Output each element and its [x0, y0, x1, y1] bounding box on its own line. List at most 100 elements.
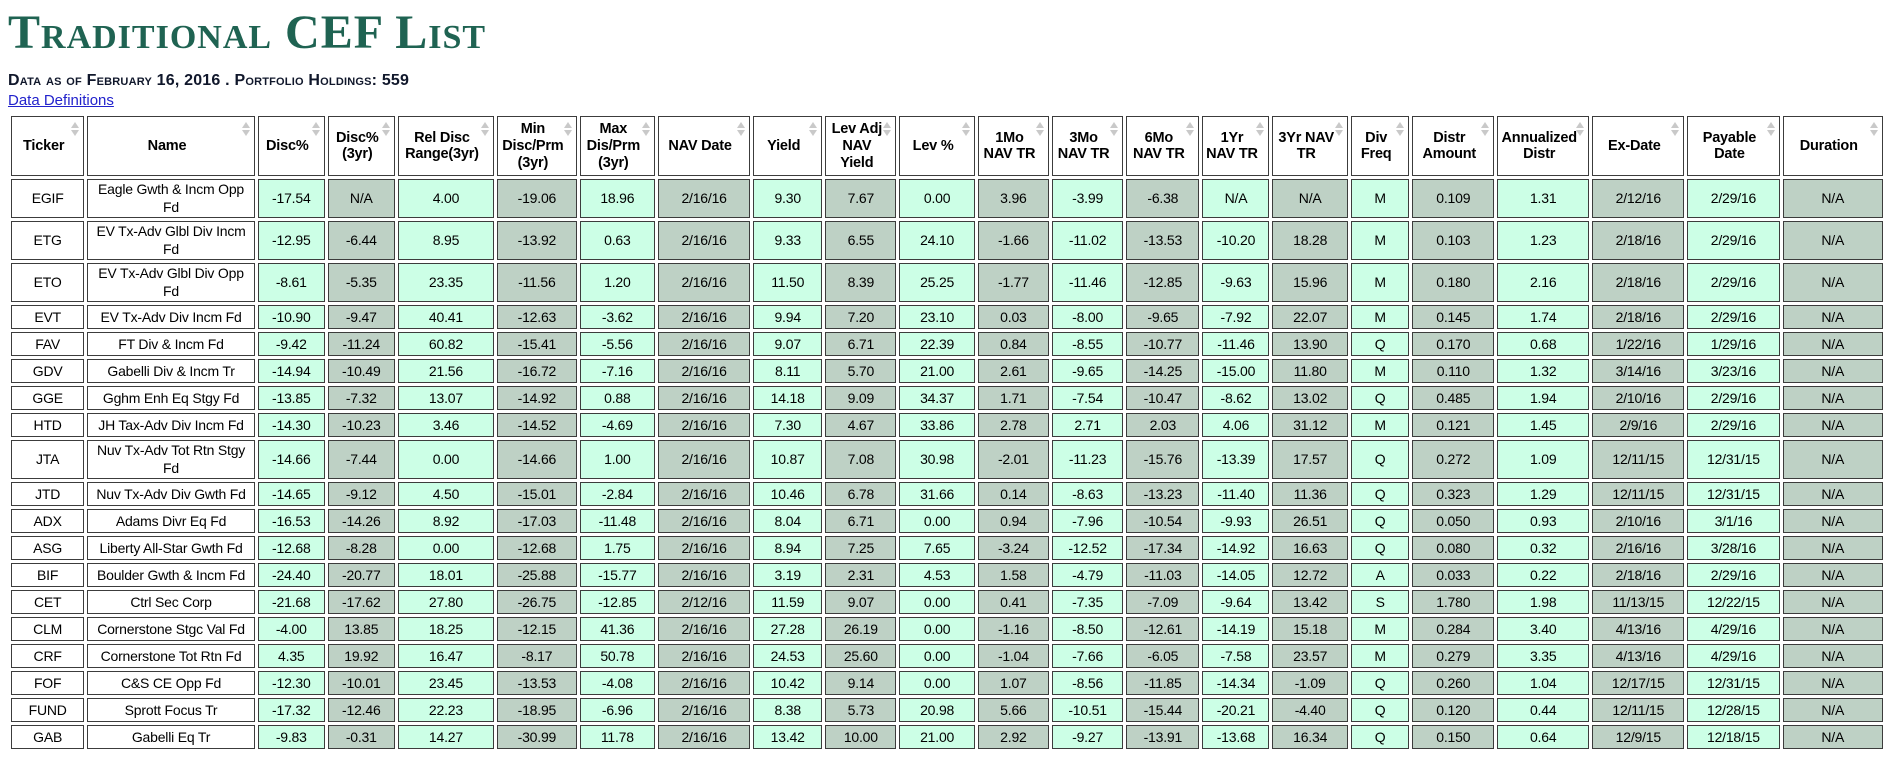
page-title: Traditional CEF List	[8, 6, 487, 59]
sort-down-icon	[883, 130, 892, 137]
value-cell: 21.00	[899, 359, 975, 384]
column-header-disc-3yr[interactable]: Disc% (3yr)	[327, 116, 395, 177]
value-cell: 0.145	[1412, 305, 1495, 330]
column-header-yield[interactable]: Yield	[753, 116, 823, 177]
fund-name-cell: C&S CE Opp Fd	[87, 671, 255, 696]
value-cell: 11.59	[753, 590, 823, 615]
value-cell: 0.00	[397, 440, 495, 480]
ticker-cell: FAV	[11, 332, 85, 357]
table-row-eto: ETO EV Tx-Adv Glbl Div Opp Fd -8.61 -5.35 23…	[11, 263, 1883, 303]
column-header-distr-amount[interactable]: Distr Amount	[1412, 116, 1495, 177]
column-header-name[interactable]: Name	[87, 116, 255, 177]
value-cell: 50.78	[579, 644, 656, 669]
value-cell: 3.35	[1497, 644, 1590, 669]
value-cell: -14.94	[257, 359, 325, 384]
value-cell: 0.84	[977, 332, 1049, 357]
value-cell: 18.25	[397, 617, 495, 642]
value-cell: 2/29/16	[1687, 305, 1780, 330]
column-header-annualized-distr[interactable]: Annualized Distr	[1497, 116, 1590, 177]
value-cell: N/A	[1782, 590, 1883, 615]
value-cell: 7.30	[753, 413, 823, 438]
ticker-cell: EVT	[11, 305, 85, 330]
column-header-ex-date[interactable]: Ex-Date	[1592, 116, 1685, 177]
data-definitions-link[interactable]: Data Definitions	[8, 92, 114, 110]
column-header-rel-disc-range-3yr[interactable]: Rel Disc Range(3yr)	[397, 116, 495, 177]
sort-arrows-icon	[1766, 122, 1776, 138]
value-cell: -14.25	[1126, 359, 1200, 384]
value-cell: 0.103	[1412, 221, 1495, 261]
value-cell: N/A	[1782, 305, 1883, 330]
value-cell: 7.67	[825, 179, 897, 219]
table-row-gge: GGE Gghm Enh Eq Stgy Fd -13.85 -7.32 13.07 -1…	[11, 386, 1883, 411]
value-cell: -8.00	[1052, 305, 1124, 330]
value-cell: 1.98	[1497, 590, 1590, 615]
value-cell: 2/16/16	[658, 509, 751, 534]
value-cell: -6.44	[327, 221, 395, 261]
column-header-1yr-nav-tr[interactable]: 1Yr NAV TR	[1202, 116, 1270, 177]
value-cell: -6.96	[579, 698, 656, 723]
value-cell: 0.32	[1497, 536, 1590, 561]
value-cell: 9.14	[825, 671, 897, 696]
value-cell: 40.41	[397, 305, 495, 330]
value-cell: 8.39	[825, 263, 897, 303]
value-cell: -14.34	[1202, 671, 1270, 696]
value-cell: 5.66	[977, 698, 1049, 723]
value-cell: 25.25	[899, 263, 975, 303]
column-header-min-disc-prm-3yr[interactable]: Min Disc/Prm (3yr)	[497, 116, 577, 177]
column-header-1mo-nav-tr[interactable]: 1Mo NAV TR	[977, 116, 1049, 177]
value-cell: -17.34	[1126, 536, 1200, 561]
column-header-disc[interactable]: Disc%	[257, 116, 325, 177]
column-header-3mo-nav-tr[interactable]: 3Mo NAV TR	[1052, 116, 1124, 177]
column-header-lev-adj-nav-yield[interactable]: Lev Adj NAV Yield	[825, 116, 897, 177]
ticker-cell: ASG	[11, 536, 85, 561]
column-header-6mo-nav-tr[interactable]: 6Mo NAV TR	[1126, 116, 1200, 177]
sort-arrows-icon	[563, 122, 573, 138]
value-cell: -14.92	[497, 386, 577, 411]
value-cell: 2/16/16	[658, 644, 751, 669]
fund-name-cell: Cornerstone Tot Rtn Fd	[87, 644, 255, 669]
column-header-ticker[interactable]: Ticker	[11, 116, 85, 177]
value-cell: 2/16/16	[658, 482, 751, 507]
value-cell: 24.10	[899, 221, 975, 261]
sort-arrows-icon	[1870, 122, 1879, 138]
page-container: Traditional CEF List Data as of February…	[8, 6, 1883, 750]
table-body: EGIF Eagle Gwth & Incm Opp Fd -17.54 N/A 4.0…	[11, 179, 1883, 750]
ticker-cell: CRF	[11, 644, 85, 669]
column-header-lev[interactable]: Lev %	[899, 116, 975, 177]
value-cell: 0.170	[1412, 332, 1495, 357]
value-cell: 0.00	[899, 509, 975, 534]
value-cell: 21.00	[899, 725, 975, 750]
value-cell: N/A	[1782, 413, 1883, 438]
value-cell: -9.63	[1202, 263, 1270, 303]
sort-arrows-icon	[1576, 122, 1585, 138]
value-cell: 0.41	[977, 590, 1049, 615]
value-cell: N/A	[1272, 179, 1348, 219]
sort-up-icon	[1186, 122, 1195, 129]
value-cell: 8.38	[753, 698, 823, 723]
column-header-label: Disc%	[266, 138, 309, 155]
value-cell: 7.65	[899, 536, 975, 561]
column-header-label: 6Mo NAV TR	[1132, 129, 1185, 163]
value-cell: 4/29/16	[1687, 617, 1780, 642]
sort-arrows-icon	[241, 122, 251, 138]
column-header-div-freq[interactable]: Div Freq	[1350, 116, 1410, 177]
sort-down-icon	[961, 130, 970, 137]
ticker-cell: HTD	[11, 413, 85, 438]
column-header-payable-date[interactable]: Payable Date	[1687, 116, 1780, 177]
value-cell: N/A	[1782, 509, 1883, 534]
value-cell: 30.98	[899, 440, 975, 480]
column-header-nav-date[interactable]: NAV Date	[658, 116, 751, 177]
column-header-3yr-nav-tr[interactable]: 3Yr NAV TR	[1272, 116, 1348, 177]
value-cell: 4.35	[257, 644, 325, 669]
value-cell: M	[1350, 617, 1410, 642]
value-cell: -11.46	[1202, 332, 1270, 357]
ticker-cell: ETO	[11, 263, 85, 303]
value-cell: 0.00	[899, 590, 975, 615]
value-cell: 12/28/15	[1687, 698, 1780, 723]
sort-arrows-icon	[481, 122, 490, 138]
column-header-max-dis-prm-3yr[interactable]: Max Dis/Prm (3yr)	[579, 116, 656, 177]
value-cell: -13.23	[1126, 482, 1200, 507]
value-cell: -12.68	[497, 536, 577, 561]
sort-up-icon	[481, 122, 490, 129]
column-header-duration[interactable]: Duration	[1782, 116, 1883, 177]
